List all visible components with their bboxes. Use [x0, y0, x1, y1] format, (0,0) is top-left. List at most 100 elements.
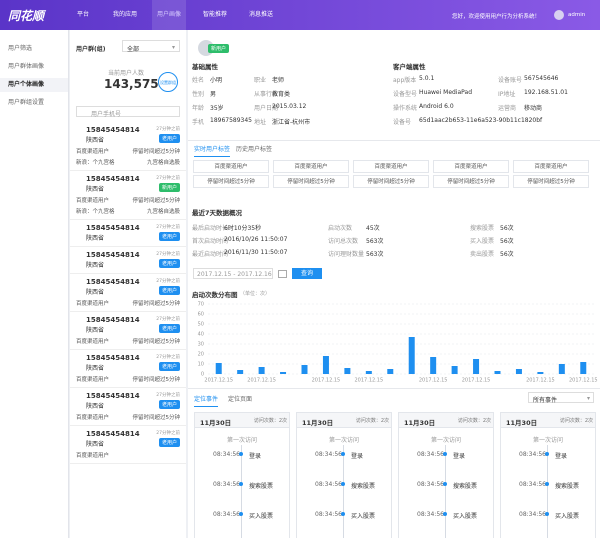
- summary-label: 卖出股票: [470, 251, 495, 258]
- user-card[interactable]: 15845454814 陕西省 27分钟之前 老用户 百度渠道用户 停留时间超过5分钟: [70, 350, 186, 388]
- user-card[interactable]: 15845454814 陕西省 27分钟之前 老用户 百度渠道用户 停留时间超过5分钟: [70, 312, 186, 350]
- nav-item[interactable]: 智能推荐: [203, 11, 228, 18]
- user-panel: 用户群(组) 全部 ▾ 当前用户人数 143,575 设置群组 用户手机号 15…: [70, 30, 186, 538]
- side-item[interactable]: 用户群体画像: [8, 63, 45, 70]
- sidebar: 用户筛选用户群体画像用户个体画像用户群组设置: [0, 30, 69, 538]
- user-phone: 15845454814: [86, 251, 140, 259]
- nav-item[interactable]: 消息推送: [249, 11, 274, 18]
- event-dot: [443, 512, 447, 516]
- event-dot: [341, 452, 345, 456]
- avatar[interactable]: [554, 10, 564, 20]
- column-visits: 访问次数：2次: [253, 418, 287, 424]
- calendar-icon[interactable]: [278, 270, 287, 278]
- summary-label: 搜索股票: [470, 225, 495, 232]
- user-time: 27分钟之前: [156, 431, 180, 436]
- user-card[interactable]: 15845454814 陕西省 27分钟之前 老用户 百度渠道用户 停留时间超过5分钟 新浪…: [70, 122, 186, 171]
- summary-label: 最后启动时长: [192, 225, 229, 232]
- set-group-button[interactable]: 设置群组: [158, 72, 178, 92]
- bar: [365, 371, 372, 374]
- basic-title: 基础属性: [192, 63, 218, 71]
- field-value: 男: [210, 91, 217, 98]
- user-card[interactable]: 15845454814 陕西省 27分钟之前 老用户: [70, 247, 186, 274]
- event-name: 买入股票: [453, 513, 478, 520]
- user-card[interactable]: 15845454814 陕西省 27分钟之前 老用户 百度渠道用户 停留时间超过5分钟: [70, 388, 186, 426]
- user-card[interactable]: 15845454814 陕西省 27分钟之前 老用户: [70, 220, 186, 247]
- group-select[interactable]: 全部 ▾: [122, 40, 180, 53]
- field-value: 567545646: [524, 75, 559, 82]
- field-label: 姓名: [192, 77, 205, 84]
- detail-text: 百度渠道用户: [76, 453, 110, 459]
- search-box[interactable]: 用户手机号: [76, 106, 180, 118]
- event-filter[interactable]: 所有事件 ▾: [528, 392, 594, 404]
- group-label: 用户群(组): [76, 46, 106, 53]
- field-label: 年龄: [192, 105, 205, 112]
- field-value: 2015.03.12: [272, 103, 307, 110]
- event-dot: [239, 452, 243, 456]
- x-tick-label: 2017.12.15: [419, 378, 448, 384]
- date-input[interactable]: 2017.12.15 - 2017.12.16: [193, 268, 273, 279]
- summary-value: 563次: [366, 251, 384, 258]
- user-card[interactable]: 15845454814 陕西省 27分钟之前 老用户 百度渠道用户 停留时间超过5分钟: [70, 274, 186, 312]
- user-tag: 老用户: [158, 259, 180, 268]
- event-filter-value: 所有事件: [533, 397, 558, 404]
- user-time: 27分钟之前: [156, 225, 180, 230]
- y-tick-label: 50: [198, 322, 204, 328]
- nav-item[interactable]: 用户画像: [152, 0, 187, 30]
- tag-tab[interactable]: 历史用户标签: [236, 146, 273, 153]
- set-group-text: 设置群组: [160, 80, 176, 85]
- detail-row: 百度渠道用户 停留时间超过5分钟: [76, 147, 180, 155]
- summary-value: 6时10分35秒: [224, 225, 262, 232]
- nav-item[interactable]: 平台: [77, 11, 90, 18]
- event-name: 搜索股票: [351, 483, 376, 490]
- bar: [558, 364, 565, 374]
- user-tag: 老用户: [158, 438, 180, 447]
- user-phone: 15845454814: [86, 224, 140, 232]
- tag-tab[interactable]: 实时用户标签: [194, 144, 231, 157]
- column-visits: 访问次数：2次: [559, 418, 593, 424]
- y-tick-label: 0: [201, 372, 204, 378]
- event-column: 11月30日 访问次数：2次 第一次访问 08:34:56 登录 08:34:56 搜索股票…: [194, 412, 290, 538]
- event-name: 买入股票: [249, 513, 274, 520]
- field-label: 用户日期: [254, 105, 279, 112]
- user-phone: 15845454814: [86, 354, 140, 362]
- event-tab[interactable]: 定位页面: [228, 396, 253, 403]
- side-item[interactable]: 用户群组设置: [8, 99, 45, 106]
- column-head: 11月30日 访问次数：2次: [195, 413, 289, 428]
- summary-label: 访问理财数量: [328, 251, 365, 258]
- detail-text: 九宫格自选股: [146, 160, 180, 166]
- user-province: 陕西省: [86, 441, 105, 448]
- event-name: 买入股票: [555, 513, 580, 520]
- event-dot: [545, 482, 549, 486]
- event-time: 08:34:56: [315, 511, 342, 518]
- event-time: 08:34:56: [417, 511, 444, 518]
- detail-text: 新浪：个九宫格: [76, 209, 115, 215]
- user-card[interactable]: 15845454814 陕西省 27分钟之前 老用户 百度渠道用户: [70, 426, 186, 464]
- user-province: 陕西省: [86, 137, 105, 144]
- summary-value: 45次: [366, 225, 380, 232]
- user-card[interactable]: 15845454814 陕西省 27分钟之前 新用户 百度渠道用户 停留时间超过5分钟 新浪…: [70, 171, 186, 220]
- detail-text: 停留时间超过5分钟: [132, 415, 181, 421]
- user-tag: 老用户: [158, 324, 180, 333]
- detail-text: 百度渠道用户: [76, 377, 110, 383]
- detail-text: 新浪：个九宫格: [76, 160, 115, 166]
- user-time: 27分钟之前: [156, 252, 180, 257]
- nav-item[interactable]: 我的应用: [113, 11, 138, 18]
- event-dot: [545, 452, 549, 456]
- user-phone: 15845454814: [86, 392, 140, 400]
- query-button[interactable]: 查询: [292, 268, 322, 279]
- chart: 0 10 20 30 40 50 60 70 2017.12.15 2017.12.15 2017.…: [198, 302, 598, 384]
- tag-cell: 停留时间超过5分钟: [193, 175, 269, 188]
- field-value: 65d1aac2b653-11e6a523-90b11c1820bf: [419, 117, 543, 124]
- column-head: 11月30日 访问次数：2次: [399, 413, 493, 428]
- field-label: 职业: [254, 77, 267, 84]
- side-item[interactable]: 用户筛选: [8, 45, 33, 52]
- logo: 同花顺: [8, 9, 45, 23]
- column-date: 11月30日: [404, 419, 436, 427]
- y-tick-label: 30: [198, 342, 204, 348]
- tag-cell: 停留时间超过5分钟: [433, 175, 509, 188]
- user-name[interactable]: admin: [568, 12, 586, 18]
- event-tab[interactable]: 定位事件: [194, 394, 219, 407]
- side-item[interactable]: 用户个体画像: [0, 78, 68, 92]
- event-column: 11月30日 访问次数：2次 第一次访问 08:34:56 登录 08:34:56 搜索股票…: [398, 412, 494, 538]
- bar: [430, 357, 437, 374]
